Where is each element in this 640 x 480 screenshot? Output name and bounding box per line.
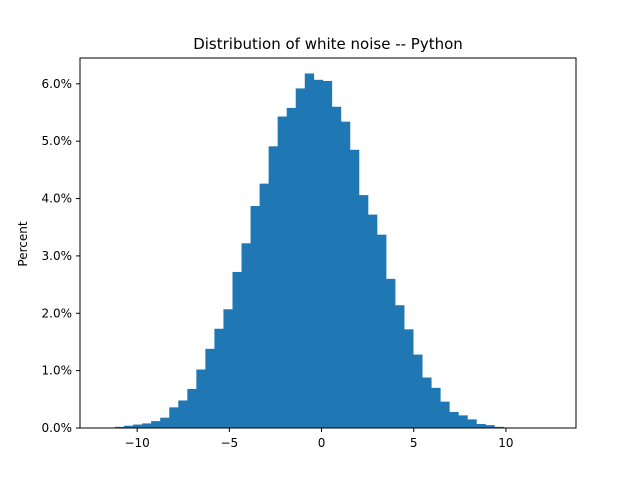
x-tick-label: 0	[318, 436, 326, 450]
histogram-bar	[413, 354, 423, 428]
histogram-bar	[223, 309, 233, 428]
histogram-bar	[259, 183, 269, 428]
histogram-bar	[340, 121, 351, 429]
x-tick-label: −10	[124, 436, 149, 450]
y-tick-label: 0.0%	[42, 421, 73, 435]
histogram-bar	[196, 369, 206, 428]
histogram-bar	[268, 146, 278, 429]
histogram-bar	[322, 80, 333, 428]
histogram-bar	[358, 195, 369, 428]
histogram-bar	[449, 411, 459, 428]
histogram-bars	[115, 73, 504, 429]
histogram-bar	[377, 234, 387, 428]
histogram-bar	[124, 425, 134, 428]
x-axis-ticks: −10 −5 0 5 10	[124, 428, 514, 450]
histogram-bar	[187, 388, 197, 428]
histogram-bar	[494, 426, 504, 428]
y-tick-label: 3.0%	[42, 249, 73, 263]
histogram-bar	[151, 421, 161, 428]
histogram-bar	[232, 271, 242, 428]
y-tick-label: 4.0%	[42, 192, 73, 206]
histogram-bar	[286, 107, 297, 428]
histogram-bar	[142, 423, 152, 428]
histogram-bar	[331, 106, 342, 428]
chart-title: Distribution of white noise -- Python	[193, 35, 463, 53]
y-axis-label: Percent	[16, 221, 30, 266]
histogram-bar	[241, 243, 251, 428]
y-tick-label: 1.0%	[42, 364, 73, 378]
histogram-bar	[295, 88, 306, 428]
histogram-bar	[467, 419, 477, 428]
x-tick-label: −5	[221, 436, 239, 450]
x-tick-label: 5	[410, 436, 418, 450]
histogram-bar	[115, 426, 125, 428]
histogram-bar	[422, 377, 432, 428]
histogram-bar	[160, 417, 170, 428]
histogram-bar	[476, 423, 486, 428]
y-tick-label: 2.0%	[42, 306, 73, 320]
histogram-bar	[440, 401, 450, 428]
histogram-bar	[304, 73, 315, 428]
histogram-bar	[431, 387, 441, 428]
histogram-bar	[214, 328, 224, 428]
histogram-bar	[205, 348, 215, 428]
x-tick-label: 10	[498, 436, 513, 450]
histogram-bar	[368, 214, 378, 428]
histogram-bar	[404, 329, 414, 428]
histogram-bar	[386, 278, 396, 428]
histogram-bar	[133, 424, 143, 428]
histogram-bar	[277, 116, 287, 428]
histogram-bar	[313, 79, 324, 428]
histogram-bar	[349, 149, 360, 428]
histogram-bar	[395, 305, 405, 428]
histogram-bar	[458, 415, 468, 428]
histogram-bar	[250, 206, 260, 428]
y-axis-ticks: 0.0% 1.0% 2.0% 3.0% 4.0% 5.0% 6.0%	[42, 77, 80, 435]
histogram-bar	[178, 400, 188, 428]
y-tick-label: 5.0%	[42, 134, 73, 148]
y-tick-label: 6.0%	[42, 77, 73, 91]
plot-frame	[79, 57, 577, 429]
histogram-bar	[485, 425, 495, 428]
histogram-bar	[169, 407, 179, 428]
